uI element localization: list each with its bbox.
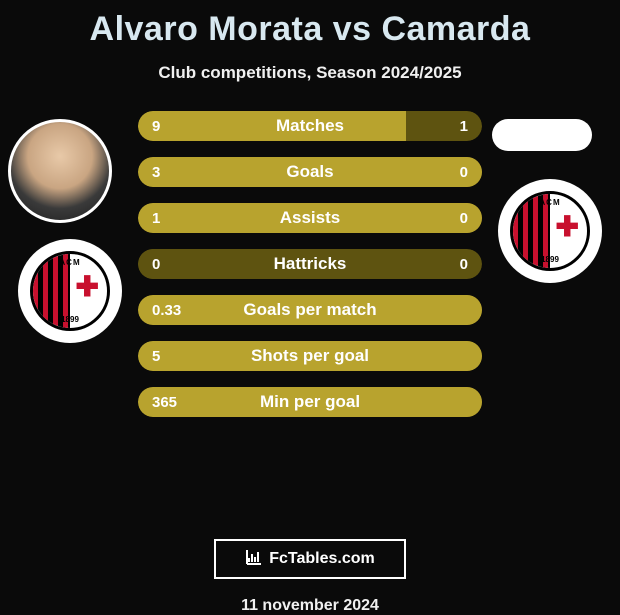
brand-text: FcTables.com — [269, 550, 375, 568]
stat-label: Min per goal — [138, 387, 482, 417]
milan-badge-text: ACM — [539, 198, 560, 207]
page-subtitle: Club competitions, Season 2024/2025 — [0, 63, 620, 83]
stat-label: Hattricks — [138, 249, 482, 279]
stat-row: 00Hattricks — [138, 249, 482, 279]
footer-date: 11 november 2024 — [0, 597, 620, 615]
stat-label: Matches — [138, 111, 482, 141]
stat-row: 0.33Goals per match — [138, 295, 482, 325]
milan-badge-year: 1899 — [61, 315, 79, 324]
milan-badge-year: 1899 — [541, 255, 559, 264]
page-title: Alvaro Morata vs Camarda — [0, 10, 620, 49]
player-right-club-badge: ACM 1899 — [498, 179, 602, 283]
stat-row: 365Min per goal — [138, 387, 482, 417]
player-left-avatar — [8, 119, 112, 223]
stat-row: 30Goals — [138, 157, 482, 187]
stat-row: 5Shots per goal — [138, 341, 482, 371]
stat-row: 91Matches — [138, 111, 482, 141]
stat-label: Shots per goal — [138, 341, 482, 371]
player-left-club-badge: ACM 1899 — [18, 239, 122, 343]
stat-row: 10Assists — [138, 203, 482, 233]
stat-label: Assists — [138, 203, 482, 233]
milan-badge-text: ACM — [59, 258, 80, 267]
milan-logo-icon: ACM 1899 — [510, 191, 590, 271]
player-right-avatar — [492, 119, 592, 151]
comparison-panel: ACM 1899 ACM 1899 91Matches 30Goals 10Assi… — [0, 101, 620, 521]
stat-bars: 91Matches 30Goals 10Assists 00Hattricks 0.33… — [138, 111, 482, 433]
brand-badge: FcTables.com — [214, 539, 406, 579]
stat-label: Goals — [138, 157, 482, 187]
stat-label: Goals per match — [138, 295, 482, 325]
milan-logo-icon: ACM 1899 — [30, 251, 110, 331]
chart-icon — [245, 548, 263, 571]
